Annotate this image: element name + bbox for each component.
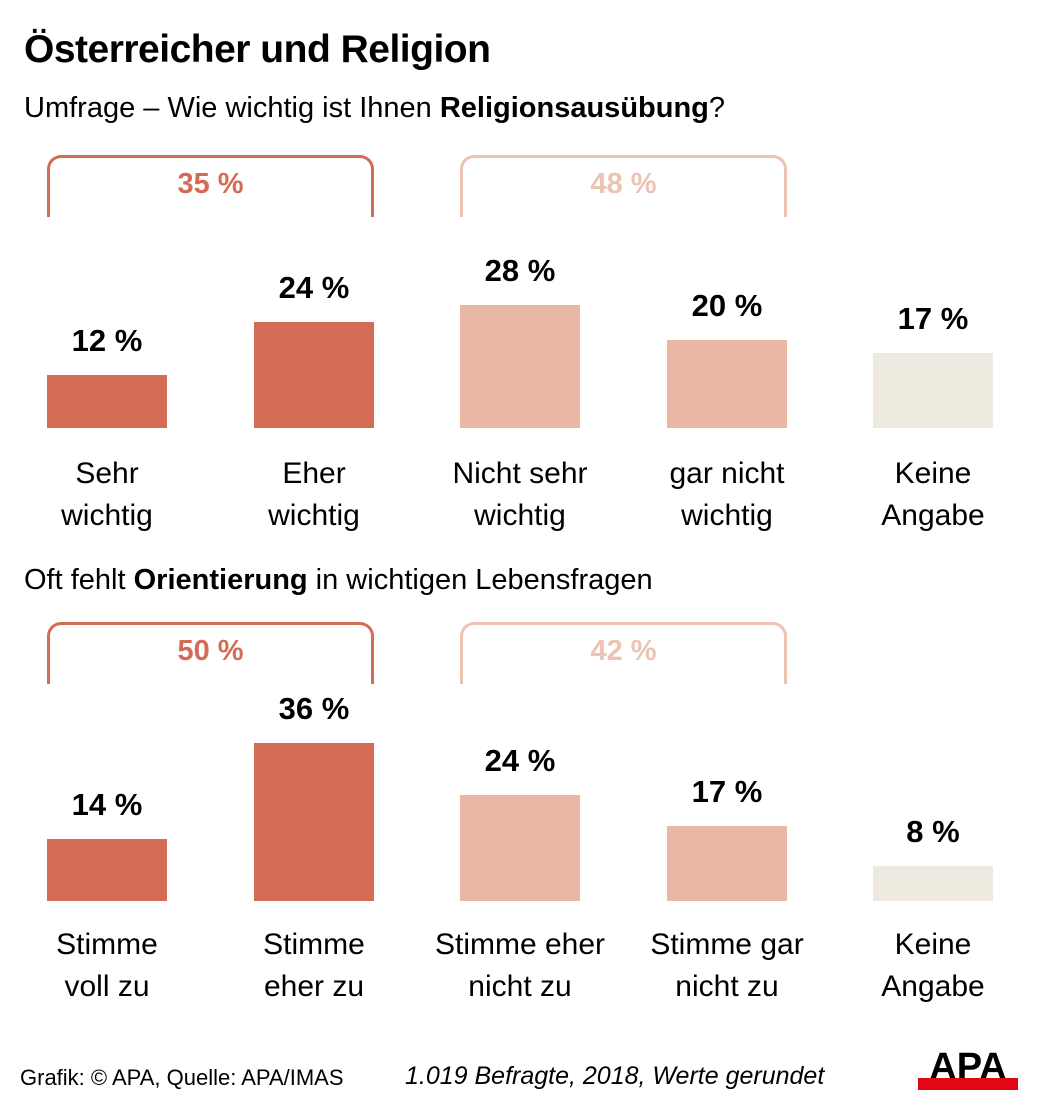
group-bracket: 48 % [460, 155, 787, 217]
group-bracket: 42 % [460, 622, 787, 684]
category-label-line: Keine [894, 457, 972, 490]
bar [254, 322, 374, 428]
category-label-line: Keine [894, 928, 972, 961]
category-label: Sehr wichtig [2, 453, 212, 537]
value-label: 20 % [691, 288, 763, 323]
group-total-label: 48 % [590, 168, 657, 200]
bar [667, 826, 787, 901]
category-label-line: Nicht sehr [452, 457, 588, 490]
value-label: 12 % [71, 323, 143, 359]
subtitle-part: ? [708, 92, 726, 124]
category-label: Stimme voll zu [2, 924, 212, 1008]
value-label: 24 % [278, 270, 350, 306]
category-label: Stimme eher nicht zu [415, 924, 625, 1008]
category-label: Nicht sehr wichtig [415, 453, 625, 537]
apa-logo: APA [918, 1046, 1018, 1090]
category-label-line: Angabe [881, 970, 985, 1003]
subtitle-part: in wichtigen Lebensfragen [307, 564, 653, 596]
category-label-line: Angabe [881, 499, 985, 532]
bar [47, 375, 167, 428]
category-label: Stimme eher zu [209, 924, 419, 1008]
bar [667, 340, 787, 428]
subtitle-part: Religionsausübung [439, 92, 709, 124]
category-label-line: wichtig [681, 499, 773, 532]
group-total-label: 50 % [177, 635, 244, 667]
category-label: Stimme gar nicht zu [622, 924, 832, 1008]
subtitle-part: Oft fehlt [24, 564, 134, 596]
chart-subtitle: Umfrage – Wie wichtig ist Ihnen Religion… [24, 92, 725, 125]
category-label-line: wichtig [61, 499, 153, 532]
bar [873, 353, 993, 428]
value-label: 17 % [897, 301, 969, 337]
group-total-label: 35 % [177, 168, 244, 200]
bar [873, 865, 993, 901]
category-label-line: voll zu [64, 970, 150, 1003]
group-total-label: 42 % [590, 635, 657, 667]
value-label: 28 % [484, 252, 556, 288]
category-label-line: Stimme [56, 928, 158, 961]
value-label: 8 % [906, 813, 960, 849]
category-label-line: gar nicht [669, 457, 785, 490]
category-label-line: nicht zu [675, 970, 779, 1003]
category-label-line: Stimme [263, 928, 365, 961]
bar [47, 839, 167, 901]
category-label: Keine Angabe [828, 453, 1038, 537]
category-label-line: Sehr [75, 457, 139, 490]
category-label: Eher wichtig [209, 453, 419, 537]
value-label: 36 % [278, 690, 350, 726]
category-label-line: wichtig [474, 499, 566, 532]
category-label-line: Stimme gar [650, 928, 804, 961]
bar [460, 795, 580, 901]
chart-title: Österreicher und Religion [24, 28, 491, 71]
group-bracket: 50 % [47, 622, 374, 684]
category-label-line: wichtig [268, 499, 360, 532]
category-label-line: eher zu [263, 970, 365, 1003]
category-label-line: Eher [282, 457, 346, 490]
bar [254, 742, 374, 901]
source-credit: Grafik: © APA, Quelle: APA/IMAS [20, 1065, 344, 1090]
category-label: Keine Angabe [828, 924, 1038, 1008]
value-label: 14 % [71, 787, 143, 823]
chart-subtitle: Oft fehlt Orientierung in wichtigen Lebe… [24, 564, 653, 597]
subtitle-part: Orientierung [133, 564, 308, 596]
category-label: gar nicht wichtig [622, 453, 832, 537]
bar [460, 304, 580, 428]
category-label-line: nicht zu [468, 970, 572, 1003]
category-label-line: Stimme eher [434, 928, 606, 961]
survey-note: 1.019 Befragte, 2018, Werte gerundet [405, 1062, 825, 1090]
group-bracket: 35 % [47, 155, 374, 217]
subtitle-part: Umfrage – Wie wichtig ist Ihnen [24, 92, 440, 124]
value-label: 24 % [484, 743, 556, 779]
value-label: 17 % [691, 774, 763, 810]
